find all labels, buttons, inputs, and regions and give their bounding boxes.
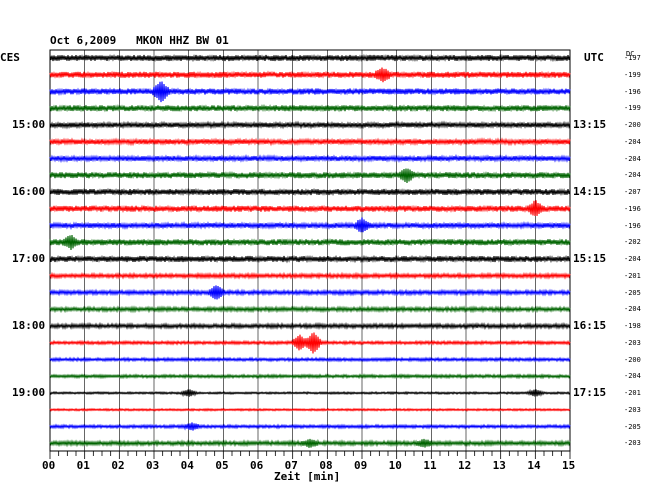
trace-line-20 [49,373,571,380]
dc-offset-label: -204 [624,154,641,163]
left-hour-label: 16:00 [12,185,46,198]
x-tick-label: 06 [250,459,264,472]
trace-line-12 [49,234,571,251]
x-tick-label: 08 [319,459,333,472]
trace-line-4 [49,103,571,113]
trace-line-8 [49,168,571,184]
x-axis-label: Zeit [min] [274,470,341,483]
trace-line-19 [49,356,571,363]
x-tick-label: 00 [42,459,56,472]
trace-line-3 [49,81,571,103]
trace-line-7 [49,153,571,164]
x-tick-label: 11 [423,459,437,472]
dc-offset-label: -204 [624,255,641,263]
dc-offset-label: -204 [624,171,641,180]
x-tick-label: 02 [111,459,125,472]
right-hour-label: 17:15 [573,386,607,399]
plot-frame [49,49,571,452]
left-hour-label: 17:00 [12,252,46,265]
dc-offset-label: -204 [624,372,641,381]
trace-line-23 [49,422,571,431]
trace-line-13 [49,254,571,264]
dc-offset-label: -200 [624,121,641,129]
dc-offset-label: -204 [624,305,641,314]
dc-offset-label: -207 [624,188,641,196]
trace-line-2 [49,67,571,83]
dc-offset-label: -199 [624,104,641,113]
left-hour-label: 18:00 [12,319,46,332]
left-hour-label: 19:00 [12,386,46,399]
x-tick-label: 03 [146,459,160,472]
dc-offset-label: -205 [624,288,641,297]
dc-offset-label: -197 [624,54,641,62]
dc-offset-label: -203 [624,338,641,347]
left-timezone-label: CES [0,51,20,64]
x-tick-label: 14 [527,459,541,472]
x-tick-label: 12 [458,459,472,472]
dc-offset-label: -196 [624,87,641,96]
dc-offset-label: -198 [624,322,641,330]
dc-offset-label: -200 [624,355,641,364]
dc-offset-label: -196 [624,204,641,213]
chart-title: Oct 6,2009 MKON HHZ BW 01 [50,34,229,47]
trace-line-11 [49,217,571,233]
x-tick-label: 10 [388,459,402,472]
dc-offset-label: -196 [624,221,641,230]
x-tick-label: 04 [180,459,194,472]
x-tick-label: 05 [215,459,229,472]
right-hour-label: 14:15 [573,185,607,198]
x-tick-label: 15 [562,459,576,472]
left-hour-label: 15:00 [12,118,46,131]
trace-line-9 [49,187,571,197]
dc-offset-label: -203 [624,405,641,414]
trace-line-16 [49,305,571,314]
trace-line-24 [49,438,571,448]
trace-line-14 [49,271,571,280]
right-hour-label: 15:15 [573,252,607,265]
trace-line-17 [49,321,571,331]
x-tick-label: 13 [492,459,506,472]
trace-line-5 [49,120,571,130]
dc-offset-label: -204 [624,137,641,146]
trace-line-1 [49,53,571,63]
dc-header-label: DC [626,50,635,58]
trace-line-15 [49,285,571,300]
x-tick-label: 01 [76,459,90,472]
dc-offset-label: -205 [624,422,641,431]
dc-offset-label: -201 [624,271,641,280]
x-tick-label: 09 [354,459,368,472]
trace-line-22 [49,407,571,412]
right-timezone-label: UTC [584,51,604,64]
trace-line-6 [49,137,571,147]
x-tick-label: 07 [284,459,298,472]
dc-offset-label: -203 [624,439,641,448]
right-hour-label: 13:15 [573,118,607,131]
dc-offset-label: -201 [624,389,641,397]
trace-line-18 [49,332,571,354]
dc-offset-label: -202 [624,238,641,247]
trace-line-21 [49,388,571,398]
dc-offset-label: -199 [624,70,641,79]
trace-line-10 [49,200,571,217]
right-hour-label: 16:15 [573,319,607,332]
